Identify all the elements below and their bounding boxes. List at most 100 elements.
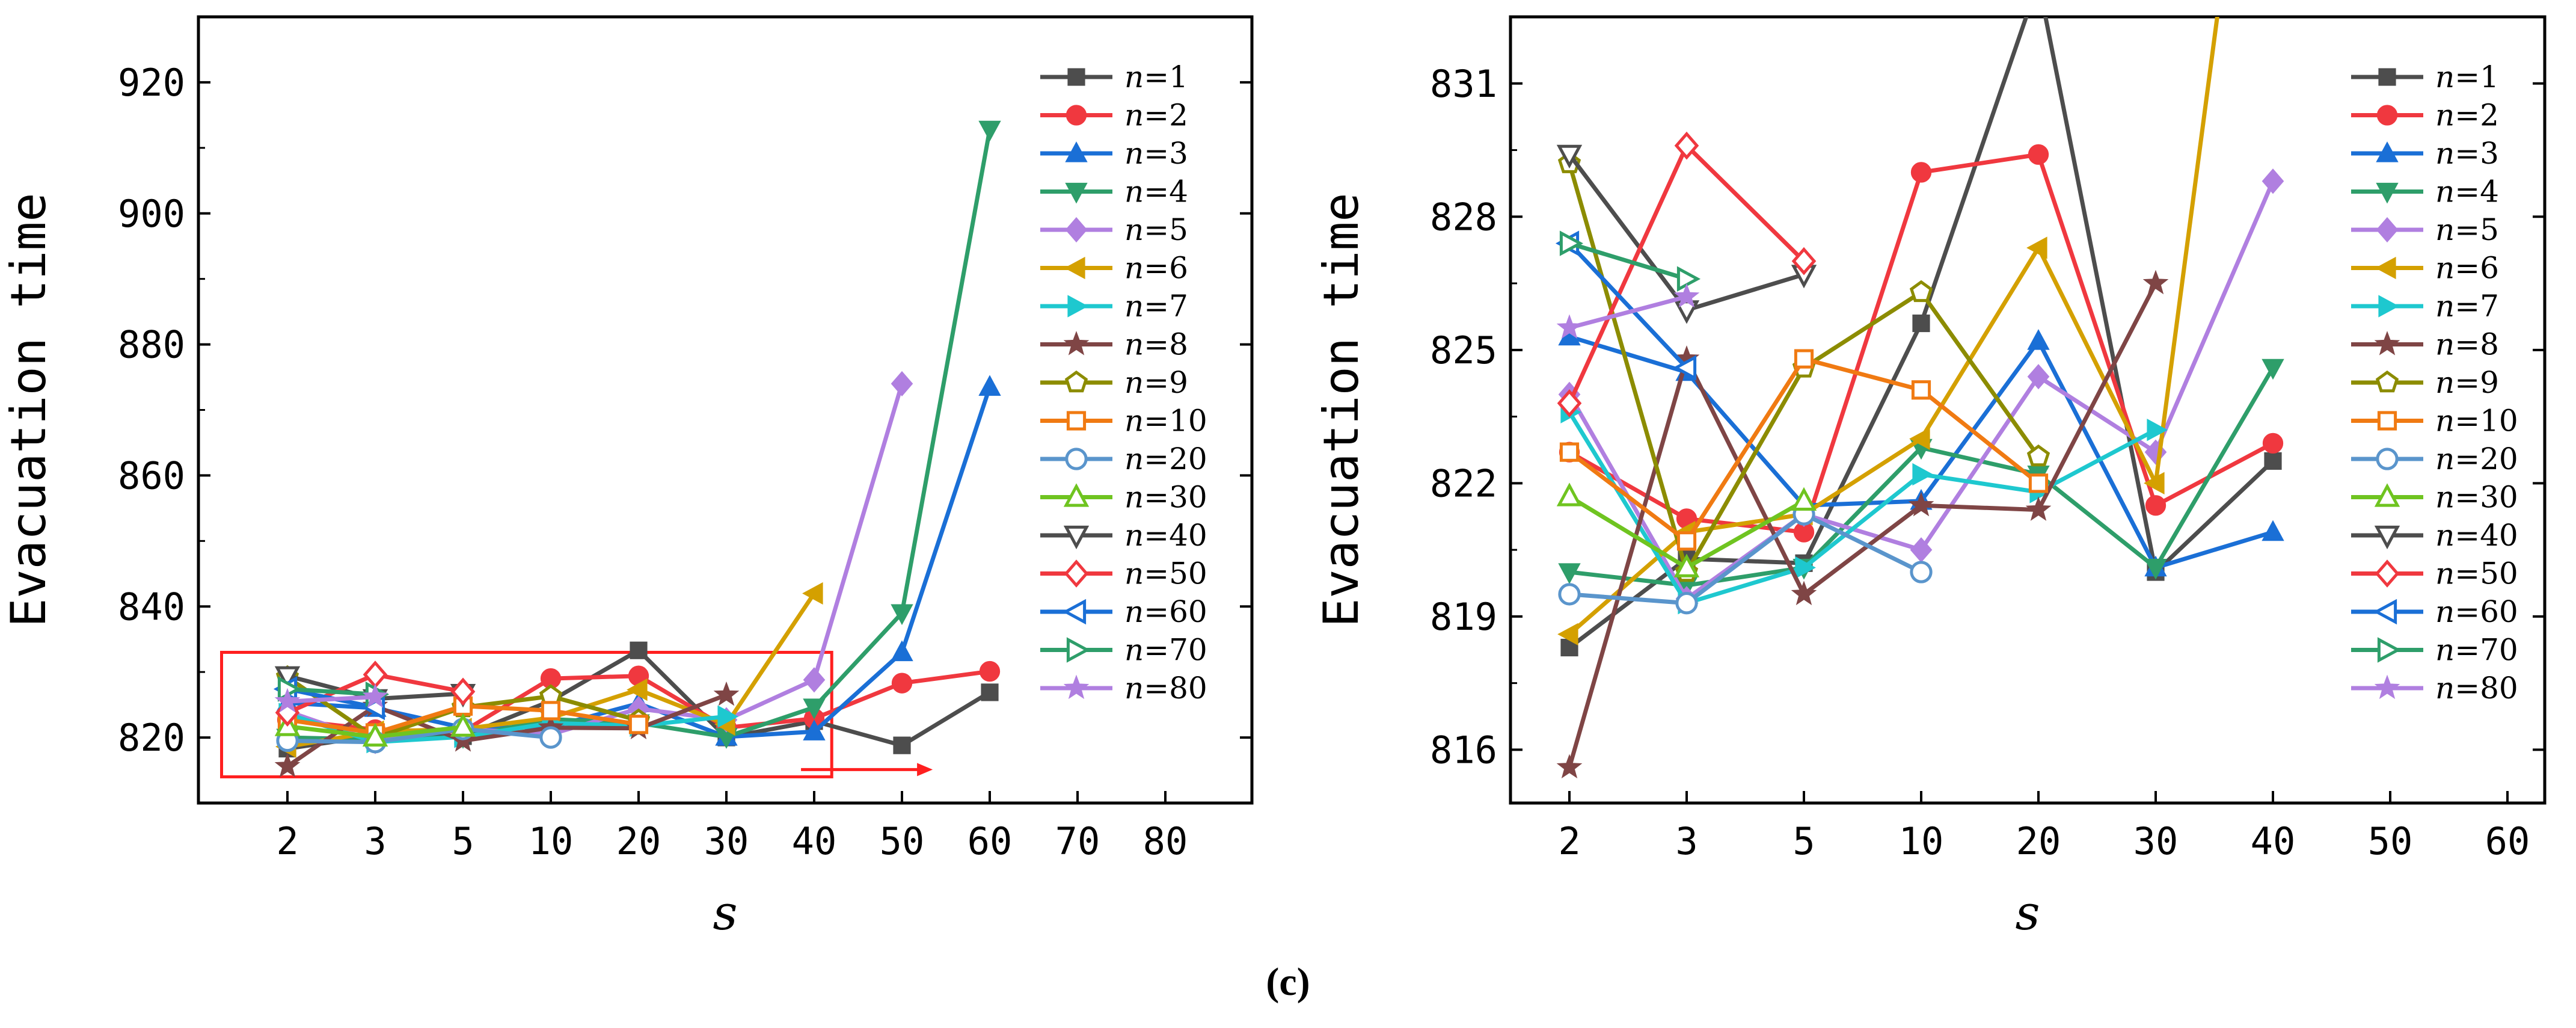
data-point-n=4: [1558, 563, 1581, 585]
data-point-n=6: [1909, 427, 1930, 451]
series-line-n=70: [287, 687, 376, 697]
legend-label: n=10: [2435, 404, 2518, 439]
legend-marker-n=2: [1066, 105, 1087, 126]
x-tick-label: 5: [452, 819, 474, 863]
y-axis-label: Evacuation time: [1313, 192, 1369, 627]
legend-marker-n=6: [1064, 256, 1085, 280]
legend-marker-n=50: [2375, 559, 2400, 588]
data-point-n=50: [363, 660, 388, 689]
legend-marker-n=70: [2377, 637, 2402, 663]
x-tick-label: 3: [364, 819, 386, 863]
legend-marker-n=80: [1063, 674, 1090, 700]
x-tick-label: 40: [792, 819, 837, 863]
x-tick-label: 40: [2251, 819, 2296, 863]
legend-marker-n=40: [1063, 525, 1090, 550]
legend-label: n=4: [1124, 174, 1188, 209]
legend-left: n=1n=2n=3n=4n=5n=6n=7n=8n=9n=10n=20n=30n…: [1040, 60, 1207, 706]
legend-label: n=5: [2435, 212, 2499, 247]
legend-marker-n=8: [1063, 331, 1090, 355]
data-point-n=7: [1912, 463, 1933, 486]
legend-marker-n=60: [1062, 599, 1087, 625]
legend-marker-n=60: [2373, 599, 2397, 625]
legend-label: n=80: [2435, 671, 2518, 706]
legend-marker-n=5: [2376, 217, 2399, 243]
data-point-n=7: [1795, 556, 1816, 579]
x-tick-label: 10: [529, 819, 574, 863]
legend-label: n=8: [2435, 327, 2499, 362]
legend-marker-n=4: [1065, 182, 1088, 204]
data-point-n=2: [2145, 495, 2167, 516]
chart-panel-right: 816 819 822 825 828 831 2 3 5 10 20 30 40 50 60 Evacuat…: [1313, 15, 2547, 941]
legend-label: n=50: [2435, 556, 2518, 591]
data-point-n=9: [2026, 444, 2050, 467]
data-point-n=8: [274, 753, 301, 778]
legend-label: n=5: [1124, 212, 1188, 247]
legend-marker-n=9: [1064, 370, 1088, 393]
data-point-n=80: [362, 683, 388, 708]
data-point-n=50: [1791, 247, 1817, 275]
data-point-n=70: [1559, 230, 1584, 256]
legend-marker-n=5: [1065, 217, 1088, 243]
legend-label: n=9: [2435, 365, 2499, 400]
x-tick-label: 2: [276, 819, 298, 863]
data-point-n=80: [1673, 283, 1700, 308]
data-point-n=1: [2264, 452, 2282, 470]
data-point-n=40: [274, 666, 301, 690]
data-point-n=5: [803, 667, 826, 693]
data-point-n=30: [1791, 487, 1817, 511]
data-point-n=4: [2262, 359, 2284, 380]
data-point-n=10: [541, 701, 561, 721]
x-tick-label: 30: [704, 819, 749, 863]
y-tick-label: 920: [118, 61, 185, 105]
data-point-n=10: [2028, 473, 2049, 493]
data-point-n=3: [978, 375, 1001, 396]
legend-marker-n=10: [2377, 411, 2397, 431]
legend-marker-n=3: [2376, 141, 2399, 162]
data-point-n=20: [1910, 561, 1933, 583]
y-tick-label: 880: [118, 323, 185, 367]
data-point-n=10: [628, 715, 649, 734]
data-point-n=2: [891, 673, 913, 694]
data-point-n=6: [802, 582, 823, 605]
legend-label: n=1: [2435, 60, 2499, 94]
series-line-n=5: [286, 383, 904, 744]
data-point-n=8: [1908, 491, 1934, 517]
data-point-n=4: [978, 120, 1001, 142]
legend-label: n=50: [1124, 556, 1207, 591]
legend-label: n=60: [2435, 594, 2518, 629]
legend-label: n=6: [2435, 251, 2499, 286]
x-axis-label: s: [713, 885, 737, 941]
data-point-n=70: [1676, 266, 1701, 292]
chart-panel-left: 820 840 860 880 900 920 2 3 5 10 20 30 40 50 60 70 80 Eva…: [1, 15, 1254, 941]
legend-label: n=30: [2435, 480, 2518, 515]
legend-label: n=3: [1124, 136, 1188, 171]
data-point-n=60: [1672, 355, 1697, 381]
legend-marker-n=70: [1066, 637, 1091, 663]
series-line-n=8: [1567, 282, 2158, 768]
data-point-n=6: [2026, 236, 2047, 259]
data-point-n=3: [891, 640, 913, 662]
data-point-n=7: [717, 705, 738, 728]
x-tick-label: 50: [880, 819, 925, 863]
data-point-n=1: [893, 736, 911, 754]
legend-label: n=80: [1124, 671, 1207, 706]
legend-right: n=1n=2n=3n=4n=5n=6n=7n=8n=9n=10n=20n=30n…: [2351, 60, 2518, 706]
legend-label: n=20: [2435, 442, 2518, 476]
data-point-n=6: [627, 678, 648, 701]
legend-label: n=60: [1124, 594, 1207, 629]
x-tick-label: 80: [1143, 819, 1188, 863]
data-point-n=6: [1557, 623, 1578, 646]
data-point-n=30: [1673, 553, 1700, 577]
legend-label: n=10: [1124, 404, 1207, 439]
data-point-n=4: [2144, 559, 2167, 580]
data-point-n=2: [979, 660, 1001, 682]
x-tick-label: 30: [2133, 819, 2179, 863]
y-axis-label: Evacuation time: [1, 192, 57, 627]
x-axis-label: s: [2015, 885, 2040, 941]
y-tick-label: 822: [1430, 461, 1497, 505]
y-tick-label: 820: [118, 716, 185, 760]
legend-label: n=70: [1124, 633, 1207, 668]
y-tick-label: 840: [118, 585, 185, 629]
y-tick-label: 831: [1430, 62, 1497, 106]
